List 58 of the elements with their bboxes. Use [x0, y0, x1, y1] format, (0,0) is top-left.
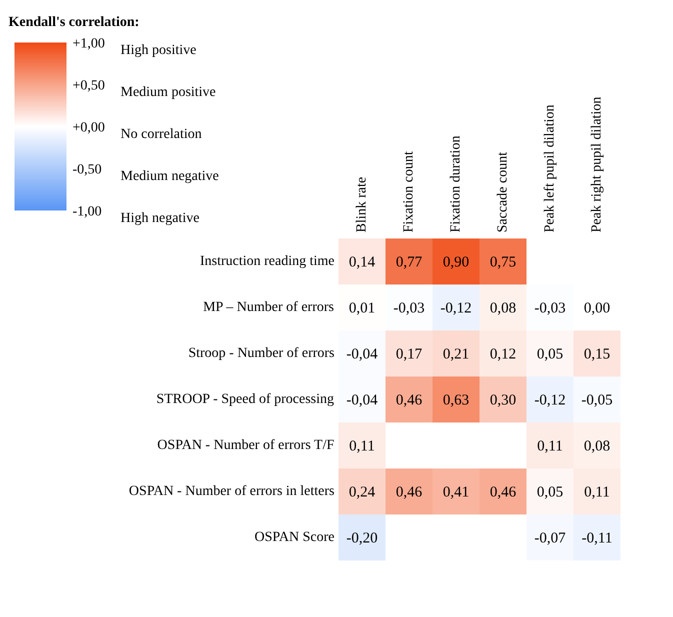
- data-label: 0,30: [490, 392, 516, 408]
- data-label: 0,05: [536, 484, 564, 500]
- y-tick-label: Instruction reading time: [200, 254, 335, 269]
- data-label: 0,01: [348, 300, 376, 316]
- color-bar-label: +0,00: [72, 120, 105, 136]
- data-label: 0,05: [536, 346, 564, 362]
- color-bar-label: -0,50: [72, 162, 102, 178]
- data-label: 0,11: [584, 484, 610, 500]
- x-tick-label: Fixation duration: [448, 136, 464, 232]
- data-label: 0,08: [584, 438, 610, 454]
- y-tick-label: OSPAN - Number of errors in letters: [128, 484, 335, 499]
- data-label: -0,05: [581, 392, 613, 408]
- y-tick-label: OSPAN Score: [254, 530, 335, 545]
- data-label: 0,14: [348, 254, 376, 270]
- x-tick-label: Saccade count: [496, 152, 510, 232]
- color-bar-label: -1,00: [72, 204, 102, 220]
- color-bar-title: Kendall's correlation:: [8, 15, 140, 30]
- data-label: -0,04: [346, 346, 378, 362]
- data-label: -0,12: [440, 300, 472, 316]
- text: High negative: [120, 211, 200, 226]
- y-tick-label: MP – Number of errors: [203, 300, 334, 315]
- data-label: -0,07: [534, 530, 566, 546]
- data-label: -0,12: [534, 392, 566, 408]
- data-label: 0,46: [396, 484, 423, 500]
- y-tick-label: STROOP - Speed of processing: [156, 392, 334, 407]
- data-label: -0,20: [346, 530, 378, 546]
- data-label: 0,15: [584, 346, 610, 362]
- data-label: 0,75: [490, 254, 516, 270]
- data-label: 0,63: [442, 392, 470, 408]
- data-label: -0,03: [534, 300, 566, 316]
- text: Medium negative: [120, 169, 219, 184]
- data-label: 0,90: [442, 254, 470, 270]
- data-label: 0,11: [537, 438, 563, 454]
- color-bar-label: +0,50: [72, 78, 105, 94]
- y-tick-label: Stroop - Number of errors: [188, 346, 334, 361]
- data-label: 0,41: [442, 484, 470, 500]
- data-label: 0,00: [584, 300, 610, 316]
- data-label: 0,46: [490, 484, 517, 500]
- text: No correlation: [120, 127, 202, 142]
- data-label: -0,03: [393, 300, 425, 316]
- x-tick-label: Peak left pupil dilation: [542, 104, 558, 232]
- y-tick-label: OSPAN - Number of errors T/F: [157, 438, 334, 453]
- x-tick-label: Fixation count: [402, 151, 416, 232]
- data-label: 0,77: [396, 254, 423, 270]
- data-label: 0,11: [349, 438, 375, 454]
- data-label: -0,11: [582, 530, 612, 546]
- data-label: 0,08: [490, 300, 516, 316]
- x-tick-label: Peak right pupil dilation: [590, 96, 604, 232]
- color-bar-label: +1,00: [72, 36, 105, 52]
- data-label: 0,21: [442, 346, 470, 362]
- data-label: 0,12: [490, 346, 516, 362]
- text: Medium positive: [120, 85, 216, 100]
- data-label: 0,24: [348, 484, 376, 500]
- data-label: -0,04: [346, 392, 378, 408]
- x-tick-label: Blink rate: [354, 176, 370, 232]
- text: High positive: [120, 43, 196, 58]
- data-label: 0,46: [396, 392, 423, 408]
- data-label: 0,17: [396, 346, 423, 362]
